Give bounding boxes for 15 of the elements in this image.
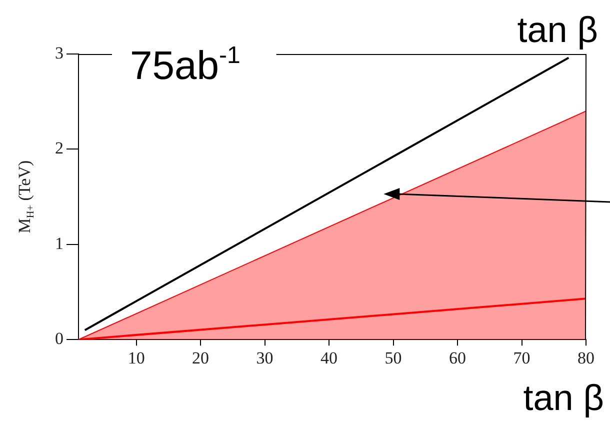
x-tick-label: 50 — [384, 348, 402, 368]
x-axis-title: tan β — [523, 377, 604, 418]
x-tick-label: 80 — [578, 348, 594, 368]
x-tick-label: 30 — [256, 348, 274, 368]
y-tick-label: 1 — [55, 234, 64, 253]
x-tick-label: 70 — [513, 348, 530, 368]
y-axis-title: MH+ (TeV) — [15, 160, 36, 234]
y-tick-label: 0 — [55, 329, 64, 348]
y-tick-label: 2 — [55, 138, 64, 158]
x-tick-label: 60 — [449, 348, 466, 368]
x-tick-label: 40 — [320, 348, 338, 368]
y-tick-label: 3 — [55, 43, 64, 62]
x-tick-label: 20 — [192, 348, 210, 368]
x-tick-label: 10 — [128, 348, 145, 368]
text: tan β — [517, 9, 598, 50]
